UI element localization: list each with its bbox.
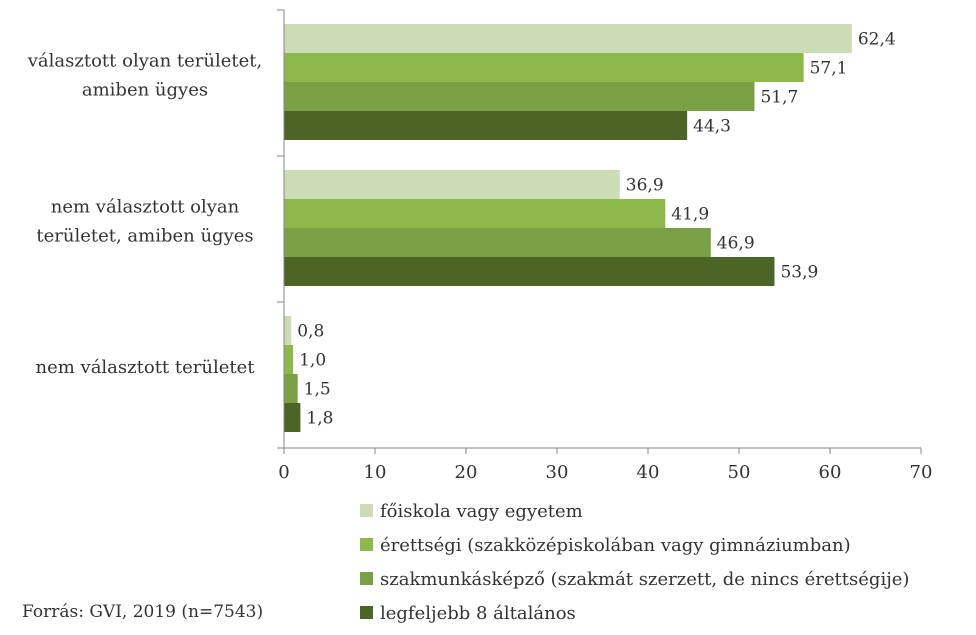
data-label: 51,7 [760,88,798,108]
category-label: nem választott olyan [51,197,240,218]
bar [284,53,804,82]
data-label: 36,9 [626,176,664,196]
legend-label: főiskola vagy egyetem [380,501,583,522]
x-tick-label: 30 [546,462,569,483]
data-label: 0,8 [297,322,324,342]
legend-label: legfeljebb 8 általános [380,603,576,624]
x-tick-label: 40 [637,462,660,483]
bar [284,345,294,374]
data-label: 53,9 [780,263,818,283]
bar [284,257,775,286]
data-label: 62,4 [858,30,896,50]
legend-label: érettségi (szakközépiskolában vagy gimná… [380,535,851,556]
x-tick-label: 60 [819,462,842,483]
legend-swatch [360,538,373,551]
bar [284,403,301,432]
x-tick-label: 10 [364,462,387,483]
bar [284,111,688,140]
x-tick-label: 70 [910,462,933,483]
data-label: 1,5 [304,380,331,400]
x-tick-label: 20 [455,462,478,483]
data-label: 1,0 [299,351,326,371]
bar [284,24,852,53]
bar [284,199,666,228]
legend-swatch [360,504,373,517]
category-label: amiben ügyes [82,80,208,101]
x-tick-label: 0 [278,462,289,483]
category-label: területet, amiben ügyes [36,226,253,247]
bar [284,82,755,111]
source-note: Forrás: GVI, 2019 (n=7543) [22,602,264,622]
category-label: nem választott területet [35,357,255,378]
bar [284,170,620,199]
legend-swatch [360,572,373,585]
data-label: 1,8 [306,409,333,429]
bar [284,374,298,403]
bar [284,316,292,345]
x-tick-label: 50 [728,462,751,483]
legend-label: szakmunkásképző (szakmát szerzett, de ni… [380,569,909,590]
data-label: 57,1 [810,59,848,79]
category-label: választott olyan területet, [27,51,263,72]
legend-swatch [360,606,373,619]
data-label: 46,9 [717,234,755,254]
data-label: 44,3 [693,117,731,137]
data-label: 41,9 [671,205,709,225]
bar [284,228,711,257]
